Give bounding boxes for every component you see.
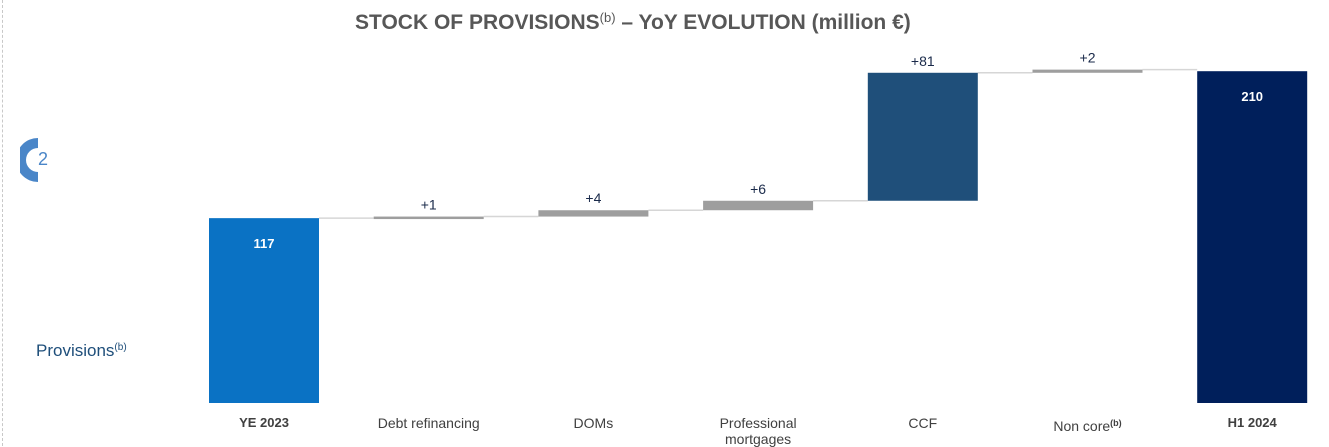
row-label-footnote-marker: (b) (114, 342, 127, 353)
data-label: +2 (1080, 50, 1096, 66)
x-tick-label-text: YE 2023 (239, 415, 289, 430)
data-label: +4 (585, 190, 601, 206)
section-badge-number: 2 (38, 149, 49, 169)
bar-doms (538, 210, 649, 217)
chart-title-main: STOCK OF PROVISIONS (355, 11, 600, 34)
data-label: +81 (911, 53, 935, 69)
x-tick-label: Professional mortgages (688, 415, 828, 447)
bar-h1-2024 (1197, 71, 1308, 403)
x-tick-label-text: CCF (908, 415, 938, 431)
data-label: +6 (750, 181, 766, 197)
bar-ccf (867, 72, 978, 201)
x-tick-label: H1 2024 (1182, 415, 1322, 431)
bar-debt-refinancing (373, 216, 484, 220)
x-tick-label: Non core(b) (1018, 415, 1158, 434)
x-tick-label-text: H1 2024 (1227, 415, 1277, 430)
slide-left-border (2, 0, 3, 446)
data-label: +1 (421, 197, 437, 213)
x-tick-label-text: DOMs (573, 415, 614, 431)
x-tick-label: DOMs (523, 415, 663, 431)
x-tick-label-text: Professional mortgages (719, 415, 797, 447)
row-label-text: Provisions (36, 341, 115, 360)
x-tick-footnote-marker: (b) (1110, 418, 1122, 428)
data-label: 117 (254, 236, 275, 251)
data-label: 210 (1241, 89, 1263, 104)
x-tick-label: CCF (853, 415, 993, 431)
bar-non-core (1032, 69, 1143, 73)
x-tick-label-text: Non core (1053, 418, 1111, 434)
section-badge-icon (20, 138, 38, 182)
x-tick-label: Debt refinancing (359, 415, 499, 431)
bar-professional-mortgages (703, 200, 814, 211)
chart-title-footnote-marker: (b) (599, 10, 616, 25)
bar-ye-2023 (209, 218, 319, 403)
x-tick-label: YE 2023 (194, 415, 334, 431)
chart-title: STOCK OF PROVISIONS(b) – YoY EVOLUTION (… (355, 10, 1075, 35)
x-tick-label-text: Debt refinancing (377, 415, 480, 431)
row-label: Provisions(b) (36, 341, 127, 361)
chart-title-suffix: – YoY EVOLUTION (million €) (615, 11, 911, 34)
